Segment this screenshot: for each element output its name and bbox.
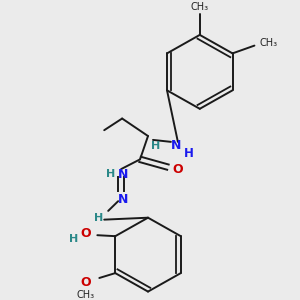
Text: CH₃: CH₃ <box>191 2 209 12</box>
Text: N: N <box>118 168 128 182</box>
Text: CH₃: CH₃ <box>259 38 278 48</box>
Text: H: H <box>94 213 103 223</box>
Text: H: H <box>184 147 194 160</box>
Text: N: N <box>118 193 128 206</box>
Text: H: H <box>106 169 115 179</box>
Text: H: H <box>151 141 160 151</box>
Text: O: O <box>172 163 183 176</box>
Text: O: O <box>80 276 91 289</box>
Text: N: N <box>171 139 181 152</box>
Text: CH₃: CH₃ <box>76 290 94 299</box>
Text: H: H <box>69 234 78 244</box>
Text: O: O <box>80 227 91 240</box>
